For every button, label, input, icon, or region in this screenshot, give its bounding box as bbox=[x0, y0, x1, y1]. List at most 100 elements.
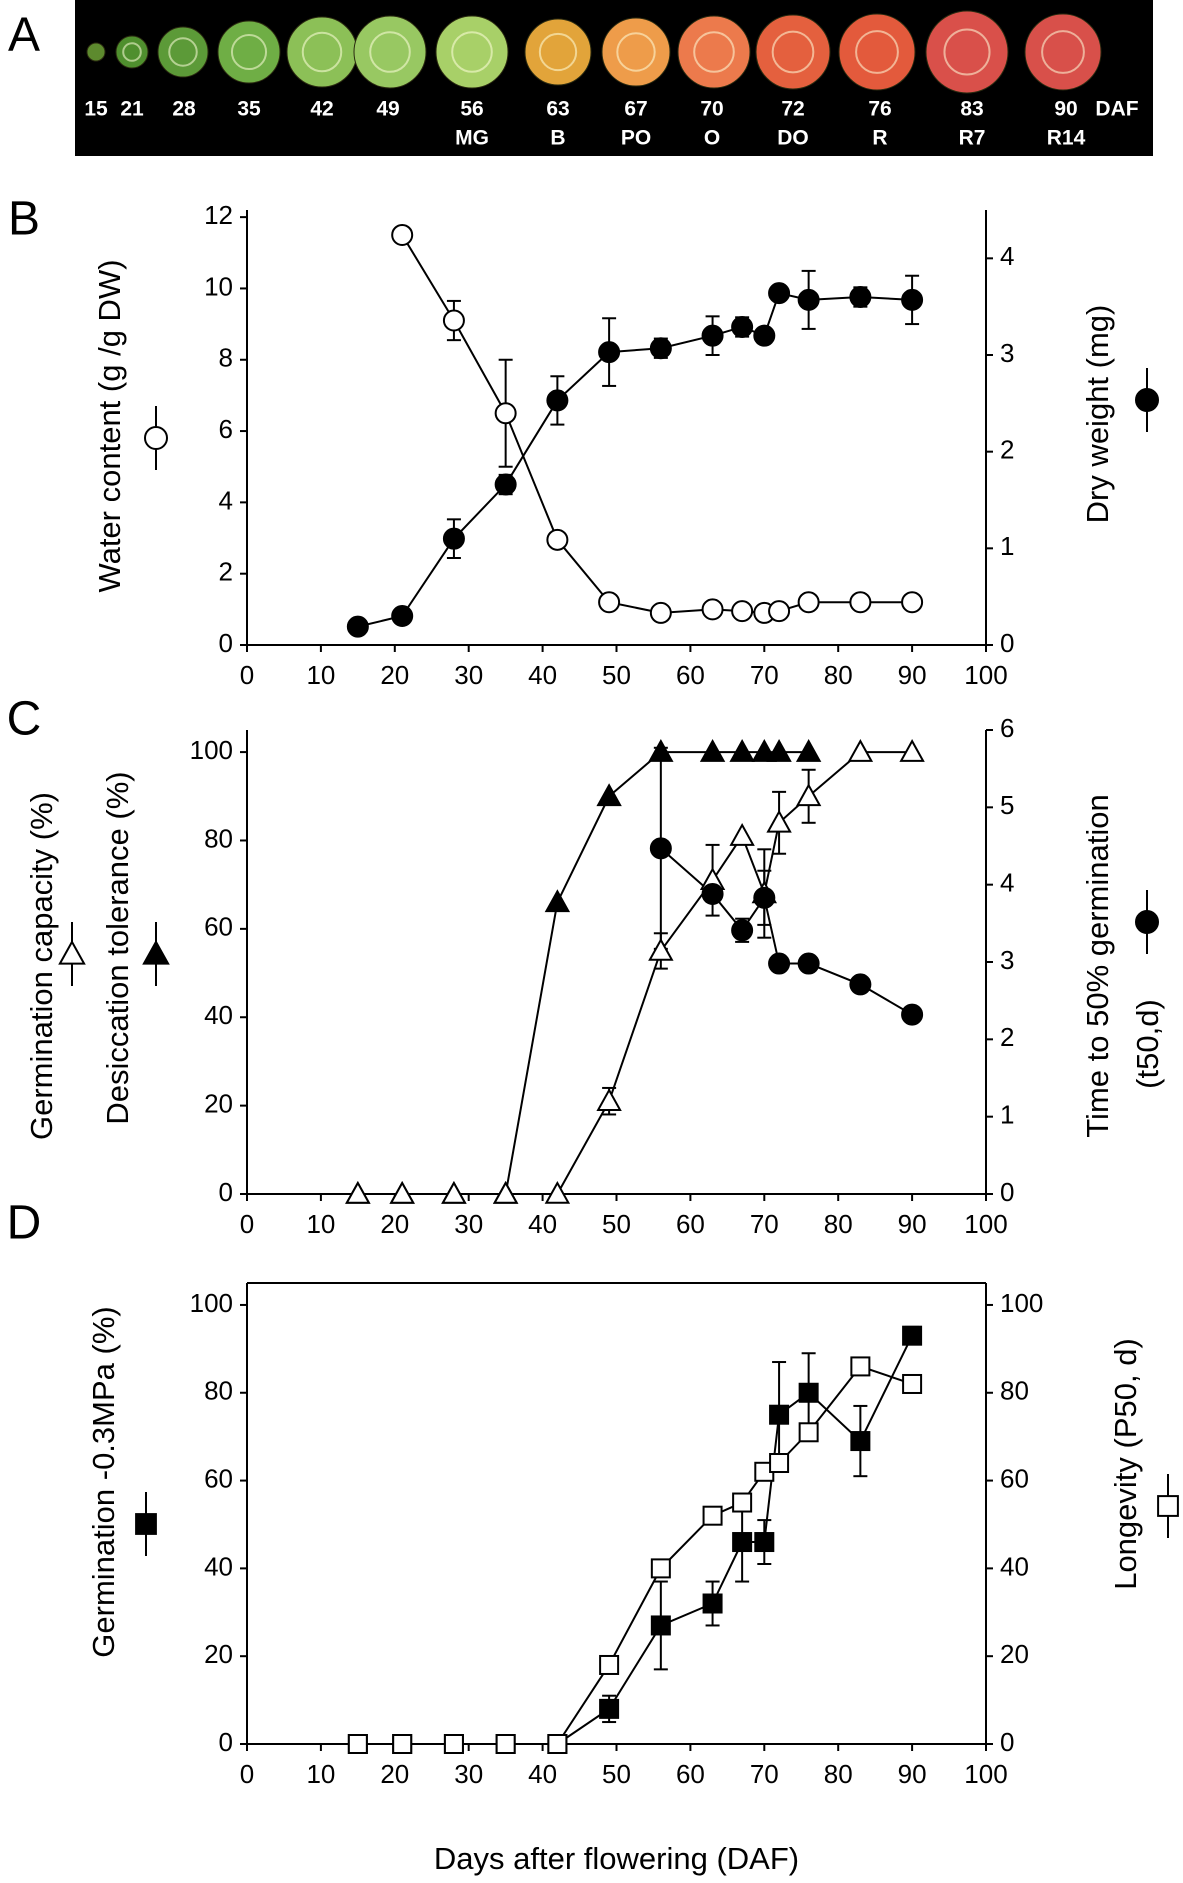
data-point bbox=[494, 473, 517, 496]
x-tick-label: 70 bbox=[750, 1209, 779, 1239]
series-line bbox=[357, 1365, 913, 1745]
y2-axis-label: Longevity (P50, d) bbox=[1108, 1338, 1143, 1590]
data-point bbox=[731, 315, 754, 338]
y2-tick-label: 3 bbox=[1000, 338, 1014, 368]
data-point bbox=[494, 402, 517, 425]
daf-label: 15 bbox=[84, 98, 108, 121]
y-axis-label: Water content (g /g DW) bbox=[92, 259, 127, 592]
y2-tick-label: 80 bbox=[1000, 1376, 1029, 1406]
data-point bbox=[768, 282, 791, 305]
fruit bbox=[86, 42, 106, 62]
fruit bbox=[838, 13, 916, 91]
y-tick-label: 0 bbox=[219, 628, 233, 658]
fruit-locule bbox=[771, 30, 815, 74]
data-point bbox=[850, 1431, 871, 1452]
data-point bbox=[346, 615, 369, 638]
x-tick-label: 10 bbox=[306, 1759, 335, 1789]
y2-tick-label: 20 bbox=[1000, 1639, 1029, 1669]
y2-tick-label: 100 bbox=[1000, 1288, 1043, 1318]
data-point bbox=[766, 739, 792, 762]
y-tick-label: 0 bbox=[219, 1727, 233, 1757]
data-point bbox=[901, 1003, 924, 1026]
daf-label: 76 bbox=[868, 98, 891, 121]
data-point bbox=[797, 952, 820, 975]
y-tick-label: 60 bbox=[204, 912, 233, 942]
legend-marker bbox=[58, 939, 86, 965]
y2-tick-label: 2 bbox=[1000, 1022, 1014, 1052]
data-point bbox=[546, 389, 569, 412]
fruit-locule bbox=[616, 32, 656, 72]
x-tick-label: 30 bbox=[454, 1759, 483, 1789]
y-tick-label: 6 bbox=[219, 414, 233, 444]
x-tick-label: 80 bbox=[824, 1759, 853, 1789]
x-tick-label: 10 bbox=[306, 1209, 335, 1239]
x-tick-label: 80 bbox=[824, 1209, 853, 1239]
data-point bbox=[702, 1593, 723, 1614]
data-point bbox=[769, 1404, 790, 1425]
data-point bbox=[347, 1734, 368, 1754]
y-tick-label: 100 bbox=[190, 1288, 233, 1318]
series-line bbox=[357, 751, 809, 1195]
data-point bbox=[544, 1180, 571, 1204]
fruit-locule bbox=[230, 33, 268, 71]
data-point bbox=[442, 309, 465, 332]
data-point bbox=[598, 341, 621, 364]
y2-tick-label: 1 bbox=[1000, 531, 1014, 561]
x-tick-label: 50 bbox=[602, 1759, 631, 1789]
data-point bbox=[729, 739, 755, 762]
x-tick-label: 0 bbox=[240, 1209, 254, 1239]
fruit bbox=[353, 15, 427, 89]
y-tick-label: 80 bbox=[204, 1376, 233, 1406]
x-tick-label: 90 bbox=[898, 1759, 927, 1789]
panel-label: A bbox=[8, 9, 40, 62]
x-tick-label: 100 bbox=[964, 660, 1007, 690]
y2-tick-label: 0 bbox=[1000, 1727, 1014, 1757]
y2-tick-label: 4 bbox=[1000, 241, 1014, 271]
legend-marker bbox=[1135, 388, 1159, 412]
data-point bbox=[599, 1654, 620, 1675]
data-point bbox=[650, 1615, 671, 1636]
x-tick-label: 20 bbox=[380, 1759, 409, 1789]
x-tick-label: 40 bbox=[528, 1209, 557, 1239]
y-tick-label: 20 bbox=[204, 1639, 233, 1669]
fruit-locule bbox=[538, 32, 578, 72]
legend-marker bbox=[142, 939, 170, 965]
data-point bbox=[732, 1492, 753, 1513]
data-point bbox=[849, 286, 872, 308]
data-point bbox=[598, 591, 621, 614]
data-point bbox=[798, 1422, 819, 1443]
x-tick-label: 70 bbox=[750, 660, 779, 690]
daf-label: 35 bbox=[237, 98, 261, 121]
data-point bbox=[753, 324, 776, 347]
x-tick-label: 40 bbox=[528, 1759, 557, 1789]
legend-marker bbox=[135, 1513, 157, 1535]
y2-tick-label: 1 bbox=[1000, 1100, 1014, 1130]
panel-label: B bbox=[8, 193, 40, 246]
y2-tick-label: 2 bbox=[1000, 435, 1014, 465]
fruit-locule bbox=[693, 31, 735, 73]
fruit bbox=[115, 35, 149, 69]
data-point bbox=[649, 337, 672, 360]
data-point bbox=[766, 809, 792, 833]
data-point bbox=[899, 739, 925, 762]
data-point bbox=[768, 600, 791, 623]
y2-tick-label: 5 bbox=[1000, 790, 1014, 820]
data-point bbox=[701, 882, 724, 905]
stage-label: O bbox=[704, 127, 720, 150]
fruit-locule bbox=[855, 30, 899, 74]
x-tick-label: 60 bbox=[676, 1759, 705, 1789]
x-tick-label: 60 bbox=[676, 1209, 705, 1239]
series-line bbox=[401, 234, 913, 614]
stage-label: B bbox=[550, 127, 565, 150]
y2-tick-label: 40 bbox=[1000, 1551, 1029, 1581]
data-point bbox=[596, 783, 622, 807]
x-tick-label: 30 bbox=[454, 1209, 483, 1239]
x-tick-label: 50 bbox=[602, 1209, 631, 1239]
data-point bbox=[754, 1532, 775, 1553]
fruit-locule bbox=[369, 31, 411, 73]
data-point bbox=[546, 528, 569, 551]
stage-label: R7 bbox=[959, 127, 986, 150]
data-point bbox=[795, 739, 822, 762]
x-tick-label: 30 bbox=[454, 660, 483, 690]
y-tick-label: 80 bbox=[204, 823, 233, 853]
